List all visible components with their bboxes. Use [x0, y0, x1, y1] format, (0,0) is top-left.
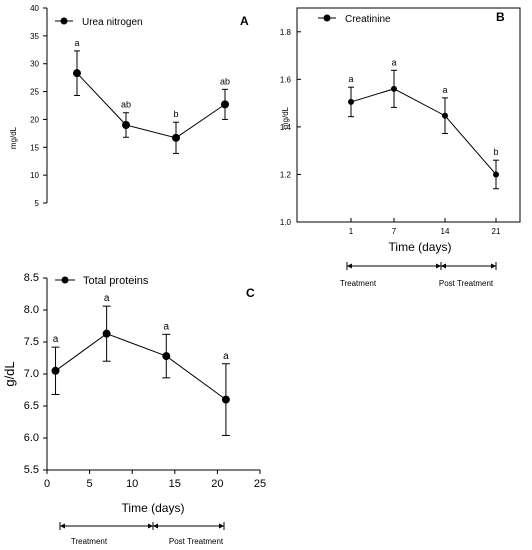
- panel-c-arrowhead-mid-right: [148, 523, 153, 529]
- panel-b-significance-letter: a: [391, 57, 396, 67]
- legend-label-urea: Urea nitrogen: [82, 17, 143, 28]
- panel-c-xtick-label: 25: [254, 478, 266, 490]
- panel-b-frame: [296, 7, 521, 223]
- panel-b-xtick-label: 1: [349, 227, 354, 236]
- panel-c-phase-treatment: Treatment: [71, 537, 108, 546]
- panel-c-ytick-label: 7.5: [24, 336, 39, 348]
- panel-c-data-point: [102, 329, 111, 338]
- panel-b-ytick-label: 1.8: [280, 28, 292, 37]
- panel-b-significance-letter: a: [348, 74, 353, 84]
- panel-c-xlabel: Time (days): [122, 501, 185, 515]
- panel-c-xtick-label: 15: [169, 478, 181, 490]
- panel-c-arrowhead-right: [219, 523, 224, 529]
- panel-b-ytick-label: 1.0: [280, 218, 292, 227]
- panel-b-letter: B: [496, 10, 505, 24]
- panel-a: mg/dL 5 10 15 20 25 30 35 40 a ab b ab Urea nitrog…: [9, 4, 249, 208]
- panel-b-ytick-label: 1.2: [280, 170, 292, 179]
- panel-c-ytick-label: 6.0: [24, 432, 39, 444]
- panel-a-ytick-label: 15: [30, 143, 39, 152]
- panel-a-significance-letter: a: [74, 38, 79, 48]
- panel-b-significance-letter: a: [442, 85, 447, 95]
- panel-c-xtick-label: 20: [211, 478, 223, 490]
- panel-a-data-point: [172, 133, 180, 142]
- panel-c-ytick-label: 6.5: [24, 400, 39, 412]
- panel-b-ylabel: mg/dL: [281, 106, 290, 129]
- panel-a-series-line: [76, 72, 226, 139]
- panel-c-xtick-label: 10: [126, 478, 138, 490]
- panel-a-data-point: [122, 121, 130, 129]
- panel-c-significance-letter: a: [104, 293, 110, 304]
- panel-c-arrowhead-mid-left: [153, 523, 158, 529]
- panel-b-xtick-label: 21: [492, 227, 501, 236]
- panel-b-phase-treatment: Treatment: [340, 279, 377, 288]
- panel-b-ytick-label: 1.6: [280, 75, 292, 84]
- panel-a-data-point: [221, 100, 229, 109]
- panel-b-arrowhead-mid-left: [441, 263, 446, 269]
- panel-b-series-line: [350, 88, 497, 175]
- panel-b-data-point: [493, 171, 499, 178]
- panel-c-ytick-label: 5.5: [24, 464, 39, 476]
- panel-c-significance-letter: a: [53, 334, 59, 345]
- panel-b-ytick-label: 1.4: [280, 123, 292, 132]
- legend-label-creatinine: Creatinine: [345, 14, 391, 25]
- panel-a-significance-letter: ab: [220, 76, 230, 86]
- panel-c-arrowhead-left: [60, 523, 65, 529]
- panel-a-data-point: [73, 69, 81, 78]
- panel-c-data-point: [162, 352, 171, 361]
- panel-b-arrowhead-mid-right: [436, 263, 441, 269]
- panel-b-data-point: [442, 112, 448, 119]
- panel-b-arrowhead-left: [347, 263, 352, 269]
- panel-b-data-point: [391, 85, 397, 92]
- panel-b-xtick-label: 14: [441, 227, 450, 236]
- panel-b-xtick-label: 7: [392, 227, 397, 236]
- panel-b-arrowhead-right: [491, 263, 496, 269]
- panel-c-significance-letter: a: [163, 321, 169, 332]
- panel-c-series-line: [55, 333, 227, 401]
- panel-b-xlabel: Time (days): [389, 240, 452, 254]
- panel-c-data-point: [221, 395, 230, 404]
- panel-b-phase-post: Post Treatment: [439, 279, 494, 288]
- panel-c-significance-letter: a: [223, 351, 229, 362]
- panel-a-significance-letter: b: [173, 109, 178, 119]
- panel-c-ytick-label: 8.0: [24, 304, 39, 316]
- panel-b-significance-letter: b: [493, 147, 498, 157]
- panel-a-ytick-label: 35: [30, 32, 39, 41]
- panel-a-ytick-label: 30: [30, 60, 39, 69]
- panel-b-data-point: [348, 98, 354, 105]
- panel-a-ytick-label: 25: [30, 88, 39, 97]
- panel-b: mg/dL 1.0 1.2 1.4 1.6 1.8 1 7 14 21 a a a b Creati…: [280, 7, 521, 288]
- panel-c-xtick-label: 0: [44, 478, 50, 490]
- panel-c-phase-post: Post Treatment: [169, 537, 224, 546]
- panel-c-letter: C: [246, 286, 255, 300]
- panel-c-ylabel: g/dL: [2, 361, 17, 386]
- panel-a-ytick-label: 40: [30, 4, 39, 13]
- panel-c-ytick-label: 7.0: [24, 368, 39, 380]
- panel-a-ytick-label: 20: [30, 115, 39, 124]
- panel-c-ytick-label: 8.5: [24, 272, 39, 284]
- panel-a-ytick-label: 10: [30, 171, 39, 180]
- panel-c-data-point: [51, 366, 60, 375]
- panel-c-xtick-label: 5: [87, 478, 93, 490]
- panel-c: g/dL 5.5 6.0 6.5 7.0 7.5 8.0 8.5 0 5 10 15 20 25 a a…: [2, 272, 266, 546]
- legend-label-total-proteins: Total proteins: [83, 275, 149, 287]
- panel-a-significance-letter: ab: [121, 100, 131, 110]
- panel-a-ylabel: mg/dL: [9, 126, 18, 149]
- panel-a-ytick-label: 5: [35, 199, 40, 208]
- panel-a-letter: A: [240, 14, 249, 28]
